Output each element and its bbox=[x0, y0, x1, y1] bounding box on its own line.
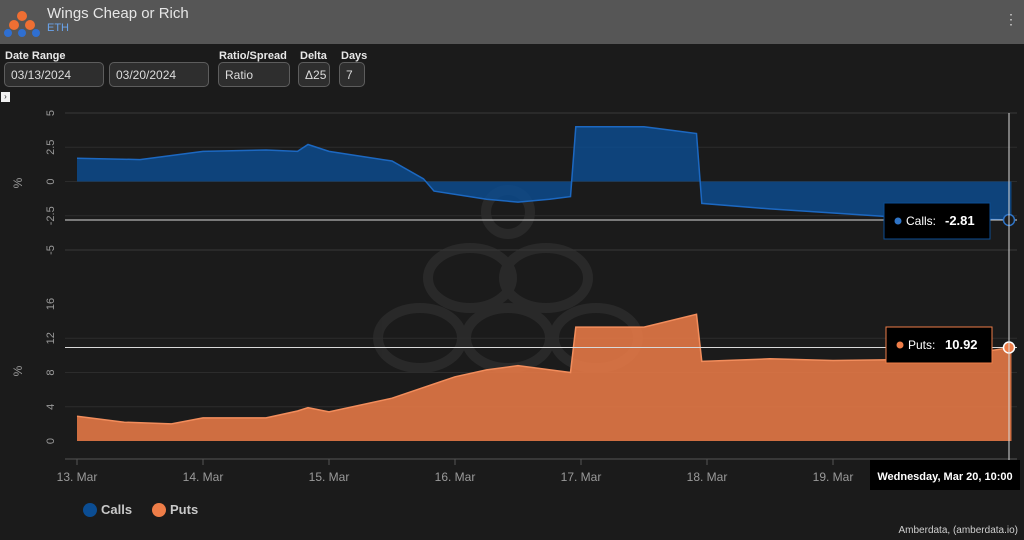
puts-data-point[interactable] bbox=[700, 359, 704, 363]
calls-y-tick-label: 2.5 bbox=[45, 140, 57, 155]
puts-y-tick-label: 16 bbox=[45, 298, 57, 310]
calls-data-point[interactable] bbox=[485, 197, 489, 201]
calls-data-point[interactable] bbox=[574, 125, 578, 129]
amberdata-logo-icon bbox=[4, 11, 40, 37]
ratio-spread-label: Ratio/Spread bbox=[219, 50, 287, 62]
puts-series-line[interactable] bbox=[76, 313, 1012, 425]
ratio-spread-select[interactable]: Ratio bbox=[218, 62, 290, 87]
puts-y-axis-title: % bbox=[11, 365, 25, 376]
calls-data-point[interactable] bbox=[432, 189, 436, 193]
calls-data-point[interactable] bbox=[569, 195, 573, 199]
days-label: Days bbox=[341, 50, 368, 62]
calls-data-point[interactable] bbox=[642, 125, 646, 129]
widget-title: Wings Cheap or Rich bbox=[47, 5, 189, 22]
x-tick-label: 17. Mar bbox=[561, 470, 602, 484]
puts-y-tick-label: 8 bbox=[45, 369, 57, 375]
calls-data-point[interactable] bbox=[75, 156, 79, 160]
crosshair-date-text: Wednesday, Mar 20, 10:00 bbox=[877, 471, 1012, 483]
calls-tooltip-marker bbox=[894, 217, 902, 225]
calls-tooltip-value: -2.81 bbox=[945, 213, 975, 228]
calls-tooltip-label: Calls: bbox=[906, 214, 936, 228]
puts-data-point[interactable] bbox=[642, 325, 646, 329]
puts-tooltip-marker bbox=[896, 341, 904, 349]
puts-y-tick-label: 0 bbox=[45, 438, 57, 444]
puts-data-point[interactable] bbox=[390, 396, 394, 400]
calls-y-axis-title: % bbox=[11, 177, 25, 188]
puts-series-area[interactable] bbox=[77, 314, 1012, 441]
puts-y-tick-label: 12 bbox=[45, 332, 57, 344]
calls-data-point[interactable] bbox=[768, 207, 772, 211]
calls-data-point[interactable] bbox=[831, 211, 835, 215]
calls-data-point[interactable] bbox=[700, 201, 704, 205]
calls-legend-label[interactable]: Calls bbox=[101, 502, 133, 517]
calls-data-point[interactable] bbox=[695, 132, 699, 136]
more-menu-icon[interactable]: ⋮ bbox=[1004, 11, 1018, 27]
puts-data-point[interactable] bbox=[201, 416, 205, 420]
calls-y-tick-label: -2.5 bbox=[45, 206, 57, 225]
puts-data-point[interactable] bbox=[569, 371, 573, 375]
delta-label: Delta bbox=[300, 50, 327, 62]
puts-data-point[interactable] bbox=[122, 420, 126, 424]
puts-data-point[interactable] bbox=[485, 368, 489, 372]
puts-data-point[interactable] bbox=[327, 410, 331, 414]
puts-y-tick-label: 4 bbox=[45, 404, 57, 410]
x-tick-label: 19. Mar bbox=[813, 470, 854, 484]
calls-series-area[interactable] bbox=[77, 126, 1012, 220]
x-tick-label: 18. Mar bbox=[687, 470, 728, 484]
puts-data-point[interactable] bbox=[695, 312, 699, 316]
puts-data-point[interactable] bbox=[170, 422, 174, 426]
calls-data-point[interactable] bbox=[422, 177, 426, 181]
x-tick-label: 14. Mar bbox=[183, 470, 224, 484]
days-select[interactable]: 7 bbox=[339, 62, 365, 87]
x-tick-label: 15. Mar bbox=[309, 470, 350, 484]
puts-tooltip: Puts: 10.92 bbox=[885, 326, 993, 364]
calls-data-point[interactable] bbox=[306, 143, 310, 147]
puts-data-point[interactable] bbox=[264, 416, 268, 420]
calls-y-tick-label: 5 bbox=[45, 110, 57, 116]
wings-chart[interactable]: 5 2.5 0 -2.5 -5 16 12 8 4 0 13. Mar 14. Mar 15. Mar 1… bbox=[0, 100, 1024, 500]
puts-legend-marker[interactable] bbox=[152, 503, 166, 517]
calls-data-point[interactable] bbox=[138, 158, 142, 162]
calls-data-point[interactable] bbox=[516, 200, 520, 204]
end-date-input[interactable]: 03/20/2024 bbox=[109, 62, 209, 87]
title-bar: Wings Cheap or Rich ETH ⋮ bbox=[0, 0, 1024, 44]
puts-data-point[interactable] bbox=[306, 406, 310, 410]
calls-data-point[interactable] bbox=[327, 149, 331, 153]
calls-data-point[interactable] bbox=[390, 159, 394, 163]
puts-data-point[interactable] bbox=[453, 375, 457, 379]
chart-grid-lines bbox=[65, 112, 1017, 251]
calls-tooltip: Calls: -2.81 bbox=[883, 202, 991, 240]
date-range-label: Date Range bbox=[5, 50, 66, 62]
calls-legend-marker[interactable] bbox=[83, 503, 97, 517]
calls-data-point[interactable] bbox=[548, 197, 552, 201]
puts-tooltip-value: 10.92 bbox=[945, 337, 978, 352]
expand-panel-icon[interactable]: › bbox=[1, 92, 10, 102]
puts-data-point[interactable] bbox=[574, 325, 578, 329]
calls-data-point[interactable] bbox=[201, 149, 205, 153]
credit-text[interactable]: Amberdata, (amberdata.io) bbox=[898, 525, 1018, 536]
puts-data-point[interactable] bbox=[516, 364, 520, 368]
puts-legend-label[interactable]: Puts bbox=[170, 502, 199, 517]
x-tick-label: 16. Mar bbox=[435, 470, 476, 484]
puts-data-point[interactable] bbox=[831, 359, 835, 363]
asset-subtitle: ETH bbox=[47, 22, 69, 34]
calls-series-line[interactable] bbox=[76, 125, 1012, 221]
puts-data-point[interactable] bbox=[768, 357, 772, 361]
puts-data-point[interactable] bbox=[296, 409, 300, 413]
calls-y-tick-label: 0 bbox=[45, 178, 57, 184]
delta-select[interactable]: Δ25 bbox=[298, 62, 330, 87]
start-date-input[interactable]: 03/13/2024 bbox=[4, 62, 104, 87]
calls-data-point[interactable] bbox=[296, 149, 300, 153]
x-tick-label: 13. Mar bbox=[57, 470, 98, 484]
puts-data-point[interactable] bbox=[75, 414, 79, 418]
calls-y-tick-label: -5 bbox=[45, 245, 57, 255]
crosshair-date-label: Wednesday, Mar 20, 10:00 bbox=[870, 460, 1020, 490]
calls-data-point[interactable] bbox=[264, 148, 268, 152]
puts-tooltip-label: Puts: bbox=[908, 338, 935, 352]
